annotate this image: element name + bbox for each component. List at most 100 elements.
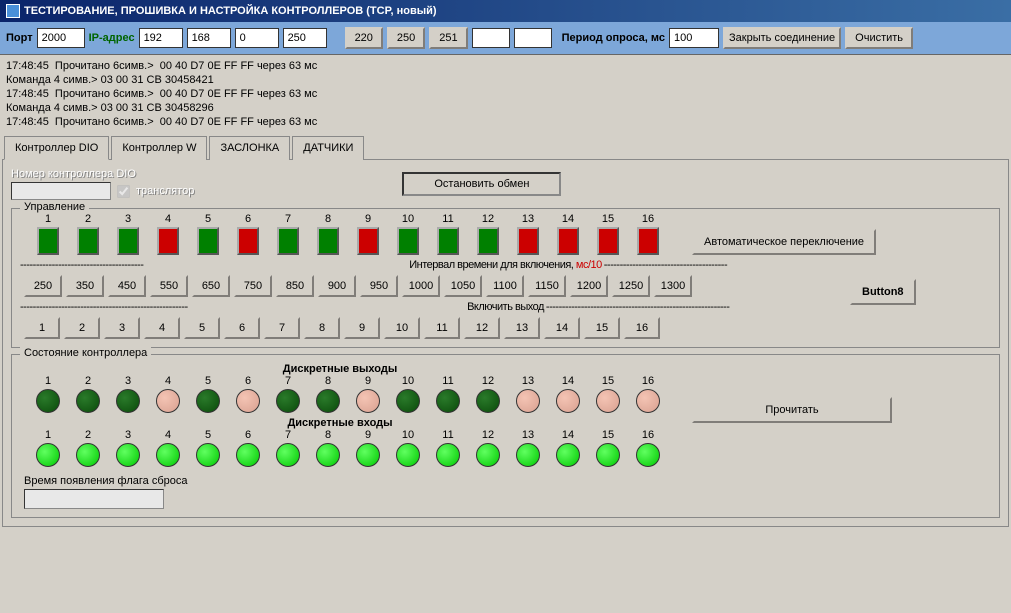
in-led-11 xyxy=(436,443,460,467)
read-button[interactable]: Прочитать xyxy=(692,397,892,423)
output-btn-16[interactable]: 16 xyxy=(624,317,660,339)
control-group-title: Управление xyxy=(20,201,89,213)
in-led-label: 14 xyxy=(548,429,588,441)
interval-btn-950[interactable]: 950 xyxy=(360,275,398,297)
interval-btn-550[interactable]: 550 xyxy=(150,275,188,297)
tab-zaslonka[interactable]: ЗАСЛОНКА xyxy=(209,136,290,160)
output-btn-9[interactable]: 9 xyxy=(344,317,380,339)
output-btn-7[interactable]: 7 xyxy=(264,317,300,339)
btn-250[interactable]: 250 xyxy=(387,27,425,49)
ip3-input[interactable] xyxy=(235,28,279,48)
ctrl-col-label: 15 xyxy=(588,213,628,225)
ip4-input[interactable] xyxy=(283,28,327,48)
tab-controller-w[interactable]: Контроллер W xyxy=(111,136,207,160)
interval-btn-1000[interactable]: 1000 xyxy=(402,275,440,297)
out-led-11 xyxy=(436,389,460,413)
output-btn-14[interactable]: 14 xyxy=(544,317,580,339)
state-group-title: Состояние контроллера xyxy=(20,347,151,359)
interval-btn-1250[interactable]: 1250 xyxy=(612,275,650,297)
in-led-label: 16 xyxy=(628,429,668,441)
output-btn-1[interactable]: 1 xyxy=(24,317,60,339)
interval-btn-1100[interactable]: 1100 xyxy=(486,275,524,297)
output-btn-12[interactable]: 12 xyxy=(464,317,500,339)
interval-btn-1300[interactable]: 1300 xyxy=(654,275,692,297)
out-led-3 xyxy=(116,389,140,413)
out-led-16 xyxy=(636,389,660,413)
interval-btn-850[interactable]: 850 xyxy=(276,275,314,297)
ctrl-block-14[interactable] xyxy=(557,227,579,255)
ctrl-block-12[interactable] xyxy=(477,227,499,255)
toolbar: Порт IP-адрес 220 250 251 Период опроса,… xyxy=(0,22,1011,55)
ctrl-block-15[interactable] xyxy=(597,227,619,255)
ctrl-col-label: 12 xyxy=(468,213,508,225)
ctrl-block-9[interactable] xyxy=(357,227,379,255)
port-label: Порт xyxy=(6,32,33,44)
out-led-6 xyxy=(236,389,260,413)
ctrl-block-5[interactable] xyxy=(197,227,219,255)
btn-251[interactable]: 251 xyxy=(429,27,467,49)
output-btn-8[interactable]: 8 xyxy=(304,317,340,339)
ctrl-block-8[interactable] xyxy=(317,227,339,255)
output-btn-15[interactable]: 15 xyxy=(584,317,620,339)
blank2-input[interactable] xyxy=(514,28,552,48)
window-title: ТЕСТИРОВАНИЕ, ПРОШИВКА И НАСТРОЙКА КОНТР… xyxy=(24,5,437,17)
titlebar: ТЕСТИРОВАНИЕ, ПРОШИВКА И НАСТРОЙКА КОНТР… xyxy=(0,0,1011,22)
output-btn-11[interactable]: 11 xyxy=(424,317,460,339)
ctrl-col-label: 8 xyxy=(308,213,348,225)
ctrl-block-16[interactable] xyxy=(637,227,659,255)
interval-btn-1050[interactable]: 1050 xyxy=(444,275,482,297)
out-led-8 xyxy=(316,389,340,413)
output-btn-4[interactable]: 4 xyxy=(144,317,180,339)
ctrl-block-13[interactable] xyxy=(517,227,539,255)
close-connection-button[interactable]: Закрыть соединение xyxy=(723,27,841,49)
in-led-7 xyxy=(276,443,300,467)
ip2-input[interactable] xyxy=(187,28,231,48)
interval-btn-750[interactable]: 750 xyxy=(234,275,272,297)
in-led-label: 4 xyxy=(148,429,188,441)
interval-btn-650[interactable]: 650 xyxy=(192,275,230,297)
ctrl-block-1[interactable] xyxy=(37,227,59,255)
output-btn-2[interactable]: 2 xyxy=(64,317,100,339)
log-area: 17:48:45 Прочитано 6симв.> 00 40 D7 0E F… xyxy=(0,55,1011,133)
ctrl-block-4[interactable] xyxy=(157,227,179,255)
out-led-label: 13 xyxy=(508,375,548,387)
ctrl-block-6[interactable] xyxy=(237,227,259,255)
ctrl-block-11[interactable] xyxy=(437,227,459,255)
output-btn-6[interactable]: 6 xyxy=(224,317,260,339)
ip1-input[interactable] xyxy=(139,28,183,48)
port-input[interactable] xyxy=(37,28,85,48)
output-btn-5[interactable]: 5 xyxy=(184,317,220,339)
tab-datchiki[interactable]: ДАТЧИКИ xyxy=(292,136,364,160)
interval-btn-350[interactable]: 350 xyxy=(66,275,104,297)
btn-220[interactable]: 220 xyxy=(345,27,383,49)
output-btn-10[interactable]: 10 xyxy=(384,317,420,339)
discrete-inputs-label: Дискретные входы xyxy=(20,417,660,429)
output-btn-13[interactable]: 13 xyxy=(504,317,540,339)
in-led-1 xyxy=(36,443,60,467)
stop-exchange-button[interactable]: Остановить обмен xyxy=(402,172,561,196)
interval-btn-1150[interactable]: 1150 xyxy=(528,275,566,297)
out-led-label: 15 xyxy=(588,375,628,387)
output-btn-3[interactable]: 3 xyxy=(104,317,140,339)
clear-button[interactable]: Очистить xyxy=(845,27,913,49)
interval-btn-450[interactable]: 450 xyxy=(108,275,146,297)
in-led-4 xyxy=(156,443,180,467)
ctrl-col-label: 4 xyxy=(148,213,188,225)
ctrl-block-7[interactable] xyxy=(277,227,299,255)
ctrl-block-3[interactable] xyxy=(117,227,139,255)
blank1-input[interactable] xyxy=(472,28,510,48)
ctrl-block-10[interactable] xyxy=(397,227,419,255)
out-led-9 xyxy=(356,389,380,413)
out-led-15 xyxy=(596,389,620,413)
tab-controller-dio[interactable]: Контроллер DIO xyxy=(4,136,109,160)
ctrl-col-label: 11 xyxy=(428,213,468,225)
out-led-7 xyxy=(276,389,300,413)
interval-btn-1200[interactable]: 1200 xyxy=(570,275,608,297)
auto-switch-button[interactable]: Автоматическое переключение xyxy=(692,229,876,255)
app-icon xyxy=(6,4,20,18)
ctrl-block-2[interactable] xyxy=(77,227,99,255)
interval-btn-900[interactable]: 900 xyxy=(318,275,356,297)
interval-btn-250[interactable]: 250 xyxy=(24,275,62,297)
button8[interactable]: Button8 xyxy=(850,279,916,305)
period-input[interactable] xyxy=(669,28,719,48)
